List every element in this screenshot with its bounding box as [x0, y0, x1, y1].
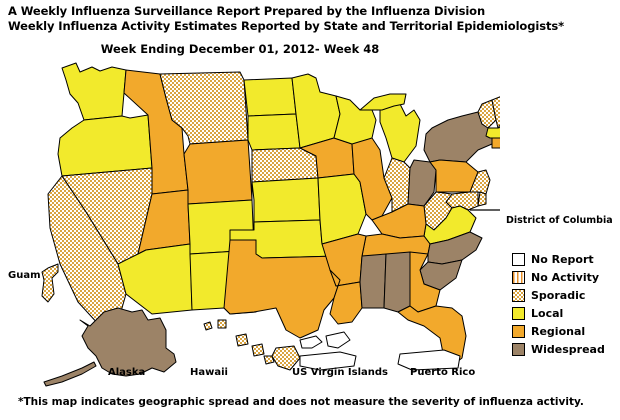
report-title-line-2: Weekly Influenza Activity Estimates Repo… — [8, 19, 564, 33]
state-HI-2[interactable] — [217, 319, 227, 329]
legend-label-sporadic: Sporadic — [531, 288, 586, 302]
state-MA[interactable] — [485, 126, 500, 139]
legend-item-regional[interactable]: Regional — [512, 322, 620, 340]
map-footnote: *This map indicates geographic spread an… — [18, 396, 584, 408]
us-map-svg — [41, 62, 500, 387]
territory-PR[interactable] — [397, 349, 461, 371]
legend-swatch-regional — [512, 324, 525, 338]
state-HI-4[interactable] — [251, 343, 265, 357]
map-label-alaska: Alaska — [108, 367, 146, 378]
legend-swatch-no-report — [512, 252, 525, 266]
territory-VI-1[interactable] — [299, 335, 323, 349]
legend-swatch-sporadic — [512, 288, 525, 302]
state-OR[interactable] — [57, 114, 153, 177]
state-HI-5[interactable] — [263, 355, 275, 365]
state-ID[interactable] — [123, 69, 189, 195]
state-MI-up[interactable] — [359, 93, 407, 111]
state-LA[interactable] — [329, 269, 363, 325]
territory-GU[interactable] — [41, 263, 59, 303]
state-DE[interactable] — [477, 191, 487, 207]
state-NH[interactable] — [491, 96, 500, 129]
map-label-guam: Guam — [8, 270, 41, 281]
map-legend: No Report No Activity Sporadic Local Reg… — [512, 250, 620, 358]
state-FL[interactable] — [397, 305, 467, 367]
legend-label-no-activity: No Activity — [531, 270, 600, 284]
state-WA[interactable] — [61, 62, 127, 121]
legend-item-no-activity[interactable]: No Activity — [512, 268, 620, 286]
state-AK-aleutians[interactable] — [43, 361, 97, 387]
legend-label-local: Local — [531, 306, 564, 320]
state-HI-3[interactable] — [235, 333, 249, 347]
us-influenza-map — [0, 58, 500, 388]
report-title-line-1: A Weekly Influenza Surveillance Report P… — [8, 4, 486, 18]
territory-VI-3[interactable] — [299, 351, 357, 371]
legend-label-no-report: No Report — [531, 252, 594, 266]
report-title-block: A Weekly Influenza Surveillance Report P… — [8, 4, 612, 34]
state-MN[interactable] — [291, 73, 341, 149]
state-ND[interactable] — [243, 77, 297, 117]
state-AL[interactable] — [383, 251, 411, 313]
state-MS[interactable] — [359, 253, 387, 309]
legend-label-widespread: Widespread — [531, 342, 605, 356]
state-PA[interactable] — [429, 159, 479, 193]
state-MI[interactable] — [379, 99, 421, 163]
state-NC[interactable] — [427, 231, 483, 265]
state-HI-big[interactable] — [271, 345, 301, 371]
state-AK[interactable] — [79, 307, 177, 377]
legend-item-widespread[interactable]: Widespread — [512, 340, 620, 358]
state-SD[interactable] — [247, 113, 301, 151]
legend-swatch-local — [512, 306, 525, 320]
state-MT[interactable] — [159, 71, 249, 145]
map-label-hawaii: Hawaii — [190, 367, 228, 378]
territory-VI-2[interactable] — [325, 331, 351, 349]
map-label-puerto-rico: Puerto Rico — [410, 367, 476, 378]
state-HI-1[interactable] — [203, 321, 213, 331]
state-NY[interactable] — [423, 111, 497, 163]
state-CT[interactable] — [491, 137, 500, 149]
legend-swatch-widespread — [512, 342, 525, 356]
legend-item-no-report[interactable]: No Report — [512, 250, 620, 268]
state-MO[interactable] — [317, 173, 367, 245]
state-WY[interactable] — [183, 139, 253, 205]
state-TX[interactable] — [223, 239, 341, 339]
map-label-district-of-columbia: District of Columbia — [506, 215, 613, 226]
legend-item-sporadic[interactable]: Sporadic — [512, 286, 620, 304]
legend-swatch-no-activity — [512, 270, 525, 284]
map-label-us-virgin-islands: US Virgin Islands — [292, 367, 388, 378]
report-subtitle: Week Ending December 01, 2012- Week 48 — [100, 42, 380, 56]
legend-item-local[interactable]: Local — [512, 304, 620, 322]
state-AZ[interactable] — [117, 243, 193, 315]
state-KS[interactable] — [251, 177, 321, 223]
legend-label-regional: Regional — [531, 324, 586, 338]
